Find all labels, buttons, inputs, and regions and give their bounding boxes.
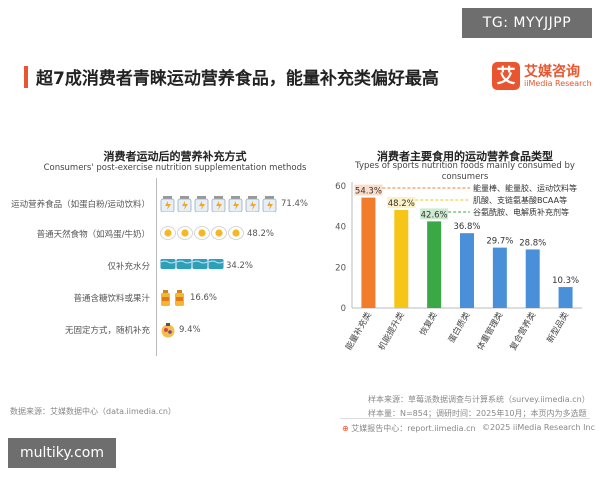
left-chart-category: 普通含糖饮料或果汁 [73, 294, 150, 304]
egg-icon [194, 226, 210, 240]
left-chart-value-label: 9.4% [179, 325, 201, 335]
right-chart-category: 新型品类 [545, 310, 572, 345]
right-chart-annotation: 肌酸、支链氨基酸BCAA等 [473, 195, 567, 205]
right-chart-category: 蛋白质类 [446, 310, 473, 345]
right-chart-category: 机能提升类 [376, 310, 407, 353]
right-chart-label-box [387, 196, 416, 208]
water-icon [192, 259, 208, 269]
left-chart-value-label: 16.6% [190, 293, 218, 303]
egg-icon [160, 226, 176, 240]
page-title: 超7成消费者青睐运动营养食品，能量补充类偏好最高 [36, 69, 439, 89]
left-chart-category: 运动营养食品（如蛋白粉/运动饮料） [11, 200, 150, 210]
egg-icon [211, 226, 227, 240]
right-chart-category: 复合营养类 [508, 310, 539, 353]
left-chart-axis [156, 178, 157, 356]
protein-bottle-icon [160, 196, 175, 212]
right-chart-bar [492, 247, 507, 308]
right-chart-value-label: 42.6% [421, 210, 448, 220]
right-chart-value-label: 28.8% [519, 238, 546, 248]
report-center-icon: ⊕ [342, 424, 352, 433]
right-chart-value-label: 36.8% [453, 222, 480, 232]
egg-icon [177, 226, 193, 240]
footer-report-center: ⊕ 艾媒报告中心：report.iimedia.cn [342, 423, 476, 434]
right-chart-bar [361, 197, 376, 308]
title-accent-bar [24, 66, 28, 88]
footer-sample-source: 样本来源：草莓派数据调查与计算系统（survey.iimedia.cn） [368, 395, 590, 404]
logo-name-cn: 艾媒咨询 [524, 64, 580, 80]
right-chart-bar [427, 221, 442, 308]
protein-bottle-icon [228, 196, 243, 212]
right-chart-bar [558, 287, 573, 308]
left-chart-category: 普通天然食物（如鸡蛋/牛奶） [36, 230, 150, 240]
footer-sample-size: 样本量：N=854；调研时间：2025年10月；本页内为多选题 [368, 409, 587, 418]
right-chart-y-tick: 20 [335, 263, 346, 273]
left-chart-value-label: 48.2% [247, 229, 275, 239]
right-chart-category: 能量补充类 [343, 310, 374, 353]
snack-icon [161, 323, 175, 338]
left-chart-value-label: 71.4% [281, 199, 309, 209]
egg-icon [228, 226, 244, 240]
left-chart-value-label: 34.2% [226, 261, 254, 271]
left-chart-title: 消费者运动后的营养补充方式 [103, 150, 247, 163]
report-center-text: 艾媒报告中心：report.iimedia.cn [351, 424, 476, 433]
right-chart-y-tick: 40 [335, 223, 346, 233]
protein-bottle-icon [211, 196, 226, 212]
right-chart-category: 恢复类 [417, 310, 440, 338]
water-icon [176, 259, 192, 269]
left-chart-category: 仅补充水分 [107, 262, 150, 272]
footer-copyright: ©2025 iiMedia Research Inc [482, 423, 595, 432]
right-chart-bar [394, 209, 409, 308]
protein-bottle-icon [262, 196, 277, 212]
protein-bottle-icon [177, 196, 192, 212]
watermark-tg: TG: MYYJJPP [462, 8, 592, 38]
water-icon [160, 259, 176, 269]
logo-name-en: iiMedia Research [524, 79, 592, 88]
juice-bottle-icon [175, 290, 184, 306]
logo-mark: 艾 [492, 62, 520, 90]
right-chart-title: 消费者主要食用的运动营养食品类型 [377, 150, 553, 163]
water-icon [208, 259, 224, 269]
protein-bottle-icon [245, 196, 260, 212]
right-chart-y-tick: 60 [335, 182, 346, 192]
right-chart-value-label: 29.7% [486, 237, 513, 247]
footer-data-source: 数据来源：艾媒数据中心（data.iimedia.cn） [10, 407, 176, 416]
watermark-site: multiky.com [8, 438, 116, 468]
right-chart-y-tick: 0 [341, 304, 346, 314]
right-chart-annotation: 谷氨酰胺、电解质补充剂等 [473, 207, 569, 217]
right-chart-value-label: 10.3% [552, 276, 579, 286]
right-chart-subtitle: Types of sports nutrition foods mainly c… [355, 161, 575, 182]
right-chart-category: 体重管理类 [475, 310, 506, 353]
iimedia-logo: 艾 艾媒咨询 iiMedia Research [492, 60, 592, 92]
left-chart-subtitle: Consumers' post-exercise nutrition suppl… [43, 163, 307, 173]
right-chart-bar [525, 249, 540, 308]
right-chart-annotation: 能量棒、能量胶、运动饮料等 [473, 183, 577, 193]
right-chart-bar [460, 233, 474, 308]
right-chart-value-label: 48.2% [388, 199, 415, 209]
juice-bottle-icon [161, 290, 170, 306]
footer-divider [340, 418, 590, 419]
right-chart-label-box [420, 208, 449, 220]
protein-bottle-icon [194, 196, 209, 212]
right-chart-label-box [354, 184, 383, 196]
right-chart: 0 20 40 60 54.3% 能量补充类 48.2% 机能提升类 42.6% 恢复类 36.8%… [335, 182, 582, 353]
right-chart-value-label: 54.3% [355, 187, 382, 197]
left-chart-category: 无固定方式，随机补充 [64, 326, 150, 336]
